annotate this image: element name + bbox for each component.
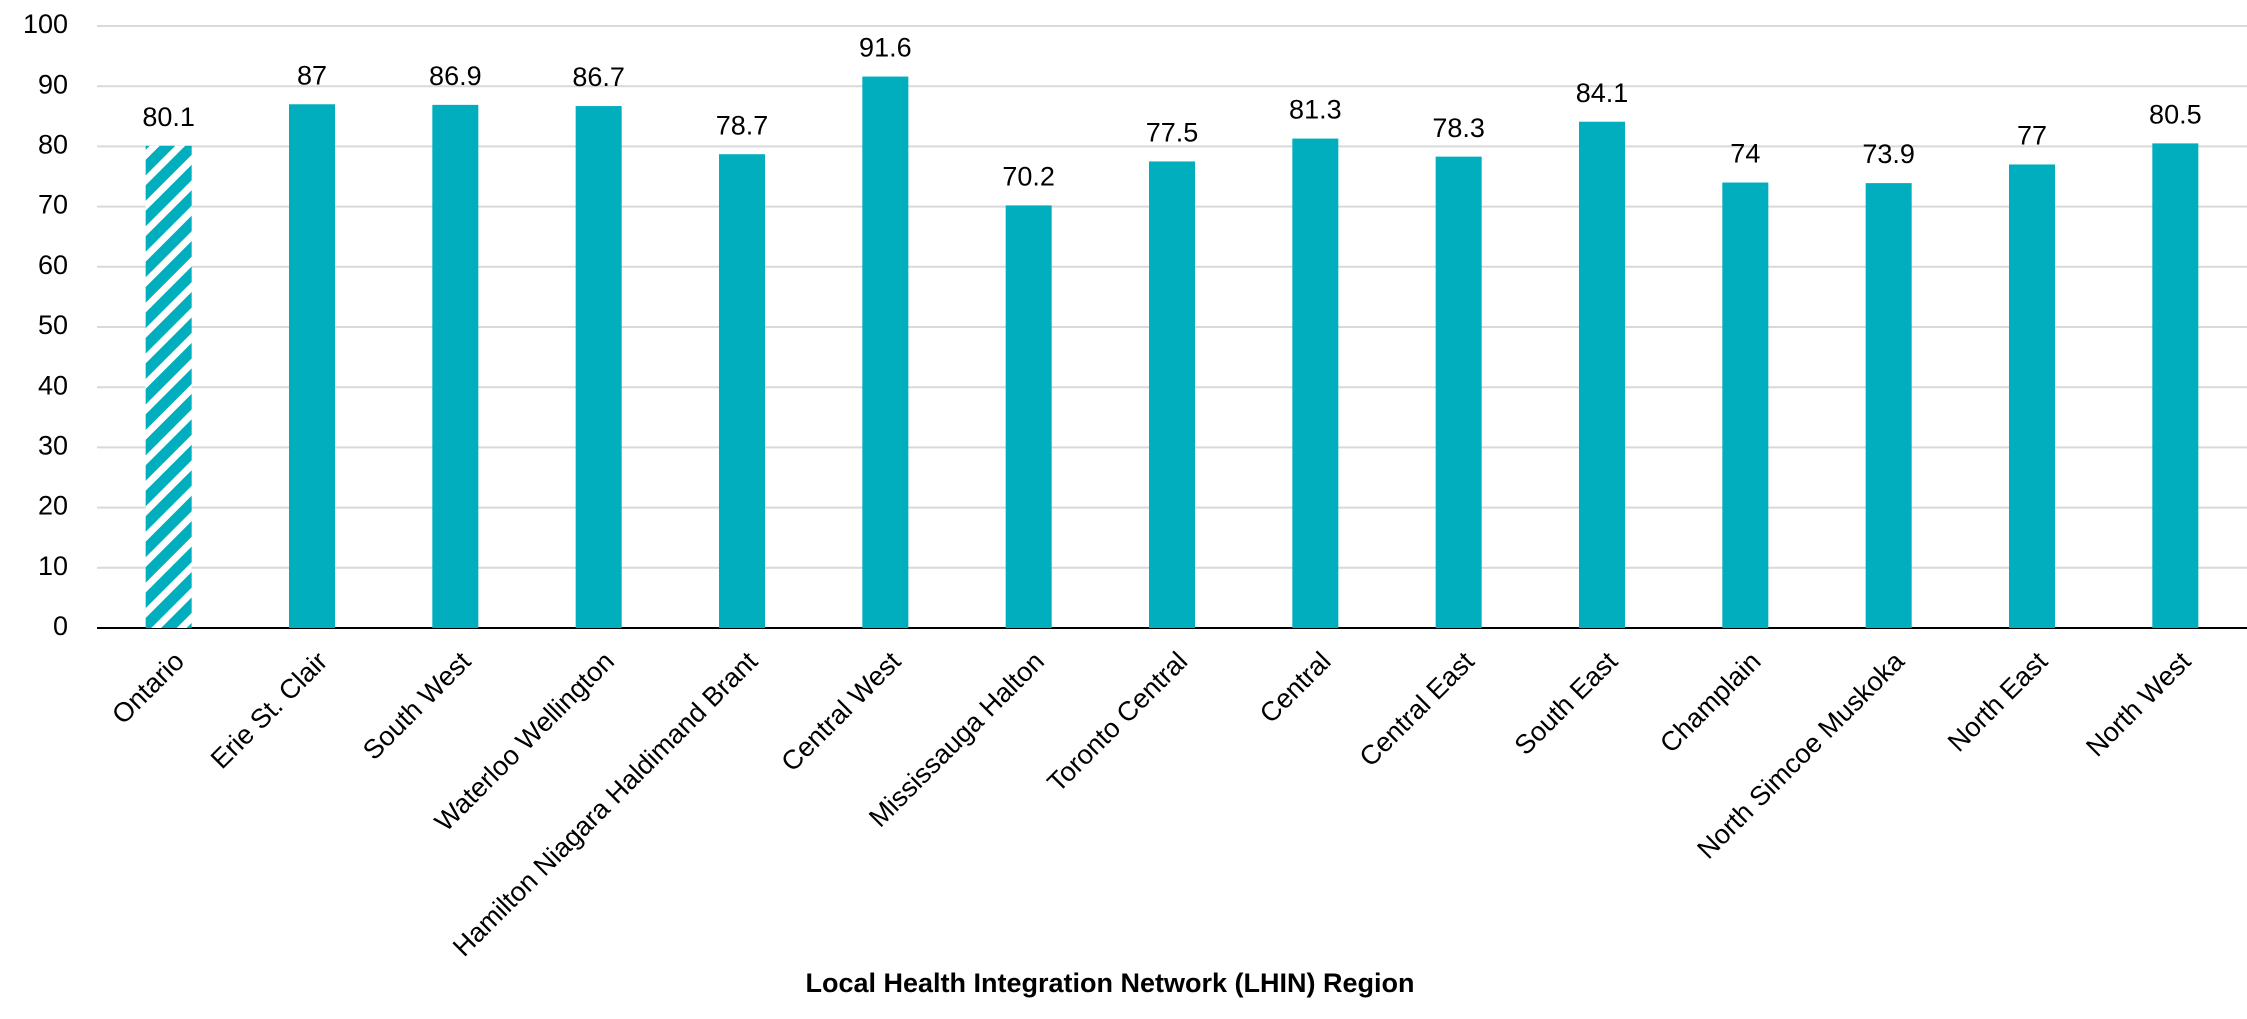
bar xyxy=(575,106,622,629)
y-tick-label: 40 xyxy=(38,370,68,400)
x-tick-label: Ontario xyxy=(106,646,190,730)
x-tick-label: North East xyxy=(1942,646,2054,758)
x-tick-label: Champlain xyxy=(1654,646,1766,758)
bar xyxy=(862,76,909,629)
data-label: 87 xyxy=(297,60,327,90)
data-label: 84.1 xyxy=(1576,78,1629,108)
x-tick-label: Central West xyxy=(775,646,907,778)
data-label: 86.7 xyxy=(572,62,625,92)
bar xyxy=(2009,164,2055,628)
bar xyxy=(1149,161,1195,628)
data-label: 74 xyxy=(1730,139,1760,169)
bar xyxy=(1292,138,1339,628)
x-tick-label: Erie St. Clair xyxy=(205,646,333,774)
data-label: 78.3 xyxy=(1432,113,1485,143)
y-tick-label: 30 xyxy=(38,431,68,461)
y-tick-label: 0 xyxy=(53,611,68,641)
y-tick-label: 90 xyxy=(38,69,68,99)
x-tick-label: Central xyxy=(1254,646,1337,729)
x-tick-label: South East xyxy=(1509,646,1624,761)
data-label: 70.2 xyxy=(1002,162,1055,192)
y-tick-label: 50 xyxy=(38,310,68,340)
bar xyxy=(1005,205,1052,628)
x-axis-title: Local Health Integration Network (LHIN) … xyxy=(805,968,1414,998)
x-tick-label: Hamilton Niagara Haldimand Brant xyxy=(447,646,764,963)
x-tick-label: North West xyxy=(2080,646,2197,763)
y-tick-label: 100 xyxy=(23,9,68,39)
y-tick-label: 20 xyxy=(38,491,68,521)
bar xyxy=(1579,121,1625,628)
bar xyxy=(1435,156,1482,628)
bar xyxy=(145,145,192,628)
x-tick-label: Central East xyxy=(1354,646,1481,773)
bar xyxy=(1865,183,1912,628)
data-label: 77.5 xyxy=(1146,118,1199,148)
data-label: 80.5 xyxy=(2149,100,2202,130)
bar xyxy=(2152,143,2199,628)
bar xyxy=(289,104,335,628)
data-label: 81.3 xyxy=(1289,95,1342,125)
data-label: 86.9 xyxy=(429,61,482,91)
bar xyxy=(1722,182,1769,628)
bar xyxy=(719,154,765,628)
y-tick-label: 10 xyxy=(38,551,68,581)
data-label: 73.9 xyxy=(1862,139,1915,169)
y-tick-label: 80 xyxy=(38,130,68,160)
data-label: 77 xyxy=(2017,121,2047,151)
data-label: 91.6 xyxy=(859,33,912,63)
y-tick-label: 60 xyxy=(38,250,68,280)
x-tick-label: Toronto Central xyxy=(1042,646,1194,798)
data-label: 80.1 xyxy=(142,102,195,132)
y-tick-label: 70 xyxy=(38,190,68,220)
data-label: 78.7 xyxy=(716,110,769,140)
bar xyxy=(432,104,479,628)
x-tick-label: South West xyxy=(357,646,477,766)
